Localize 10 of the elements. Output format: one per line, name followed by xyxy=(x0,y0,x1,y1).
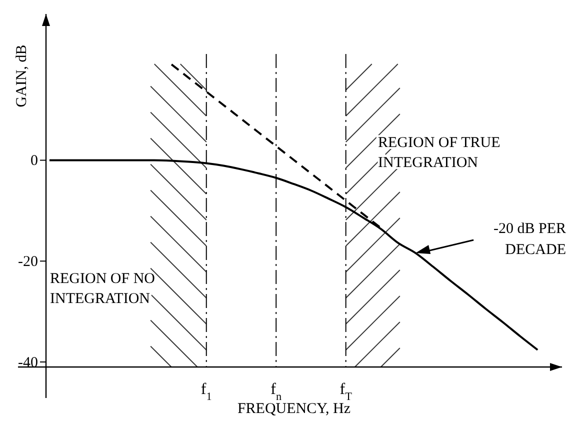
annotation: REGION OF NO INTEGRATION xyxy=(50,271,156,307)
y-tick-label: 0 xyxy=(30,153,38,170)
y-tick-label: -40 xyxy=(18,354,38,371)
y-tick-label: -20 xyxy=(18,254,38,270)
x-tick-label: f$_{1}$ xyxy=(200,381,212,403)
x-tick-label: f$_{n}$ xyxy=(270,381,282,403)
x-tick-label: f$_{T}$ xyxy=(340,381,352,403)
x-axis-title: FREQUENCY, Hz xyxy=(237,401,351,417)
annotation: -20 dB PER DECADE xyxy=(493,221,566,258)
y-axis-title: GAIN, dB xyxy=(14,44,30,108)
